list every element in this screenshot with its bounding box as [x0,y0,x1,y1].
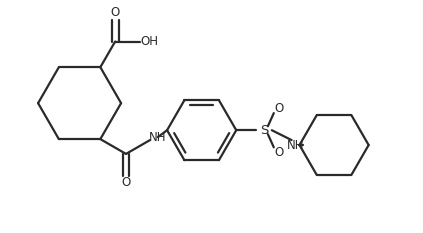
Text: O: O [121,176,131,189]
Text: O: O [274,102,283,115]
Text: O: O [110,6,120,19]
Text: S: S [260,124,268,137]
Text: O: O [274,146,283,159]
Text: OH: OH [141,35,159,48]
Text: NH: NH [149,131,167,144]
Text: NH: NH [287,139,304,151]
